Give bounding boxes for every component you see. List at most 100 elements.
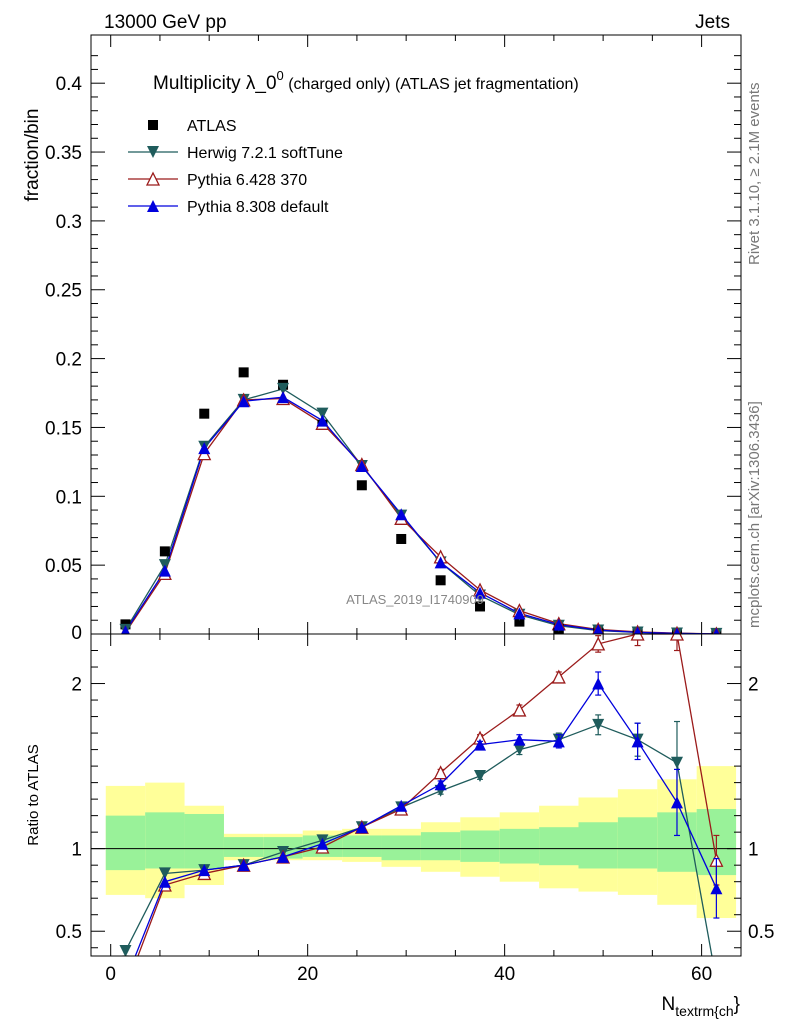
ratio-point [237,859,250,872]
x-tick-label: 20 [297,964,318,985]
legend-entry: Herwig 7.2.1 softTune [128,145,343,162]
ratio-point [591,636,606,651]
ratio-tick-label-right: 0.5 [748,922,774,943]
axes: 0 20 40 600.050.10.150.20.250.30.350.400.5 0… [45,34,774,985]
data-point [356,480,367,491]
data-point [277,391,290,404]
series-markers-3 [121,391,720,634]
ratio-point [198,864,211,877]
legend-label: Pythia 6.428 370 [187,172,307,189]
ratio-point [513,743,526,756]
y-tick-label: 0.05 [45,556,82,577]
data-point [199,408,210,419]
ratio-point [119,945,132,956]
data-point [593,624,604,634]
data-point [159,546,170,557]
ratio-line [137,634,718,956]
green-band-bin [105,815,146,871]
ratio-point [670,796,683,809]
ratio-point [631,735,644,748]
ratio-point [474,770,487,783]
ratio-point [158,867,171,880]
chart-title: Multiplicity λ_00 (charged only) (ATLAS … [153,68,579,94]
ratio-point [592,677,605,690]
green-band-bin [145,812,185,869]
x-axis-label-main: N [662,994,676,1015]
legend-entry: Pythia 6.428 370 [128,171,307,189]
ratio-point [395,799,408,812]
ratio-series-3 [134,671,723,956]
data-point [673,627,681,634]
data-point [316,414,329,427]
x-axis-label: Ntextrm{ch} [662,994,740,1019]
green-band-bin [578,822,618,869]
data-point [121,625,130,634]
ratio-series-1 [119,714,713,956]
header-right: Jets [695,12,730,33]
data-point [316,407,329,420]
data-point [277,382,290,395]
legend-entry: Pythia 8.308 default [128,199,329,216]
data-point [237,395,250,408]
ratio-frame [90,633,742,957]
ratio-tick-label-left: 1 [71,840,82,861]
ratio-tick-label-right: 2 [748,675,759,696]
ratio-line [134,682,717,956]
data-point [434,556,447,569]
green-band-bin [342,835,382,857]
ratio-point [355,821,368,834]
ratio-point [670,756,683,769]
mcplots-label: mcplots.cern.ch [arXiv:1306.3436] [746,401,763,628]
ratio-point [669,634,685,641]
ratio-point [710,882,723,895]
ratio-point [512,702,527,717]
chart-title-rest: (charged only) (ATLAS jet fragmentation) [284,76,579,93]
series-line [124,396,717,634]
ratio-uncertainty-bands [91,766,741,919]
ratio-tick-label-right: 1 [748,840,759,861]
ratio-point [277,850,290,863]
green-band-bin [420,832,461,861]
rivet-label: Rivet 3.1.10, ≥ 2.1M events [746,83,763,266]
legend-marker [148,120,158,130]
data-point [355,460,368,473]
legend-marker [145,171,161,186]
y-tick-label: 0.2 [56,350,82,371]
header-left: 13000 GeV pp [104,12,227,33]
data-point [513,607,526,620]
ratio-point [316,837,329,850]
ratio-point [552,735,565,748]
ratio-axis-label: Ratio to ATLAS [25,744,42,845]
legend-marker [147,200,159,212]
series-3 [124,396,717,634]
data-point [435,575,446,586]
data-point [396,533,407,544]
chart-title-sup: 0 [277,68,284,83]
ratio-point [434,778,447,791]
data-point [713,627,720,634]
y-zero-label: 0 [71,623,82,644]
green-band-bin [617,817,658,869]
data-point [198,442,211,455]
ratio-point [474,738,487,751]
y-axis-label: fraction/bin [22,109,43,202]
ratio-tick-label-left: 2 [71,675,82,696]
y-tick-label: 0.1 [56,487,82,508]
legend-marker [147,146,159,158]
ratio-point [630,634,645,641]
green-band-bin [184,813,224,869]
x-tick-label: 60 [691,964,712,985]
y-tick-label: 0.4 [56,74,83,95]
data-point [238,367,249,378]
legend-label: Pythia 8.308 default [187,199,329,216]
data-point [514,616,525,627]
green-band-bin [223,837,264,857]
green-band-bin [460,830,500,862]
data-point [552,618,565,631]
ratio-plot [119,634,724,956]
y-tick-label: 0.3 [56,212,82,233]
x-axis-label-tail: } [734,994,740,1015]
chart-title-main: Multiplicity λ_0 [153,73,277,94]
y-tick-label: 0.15 [45,418,82,439]
